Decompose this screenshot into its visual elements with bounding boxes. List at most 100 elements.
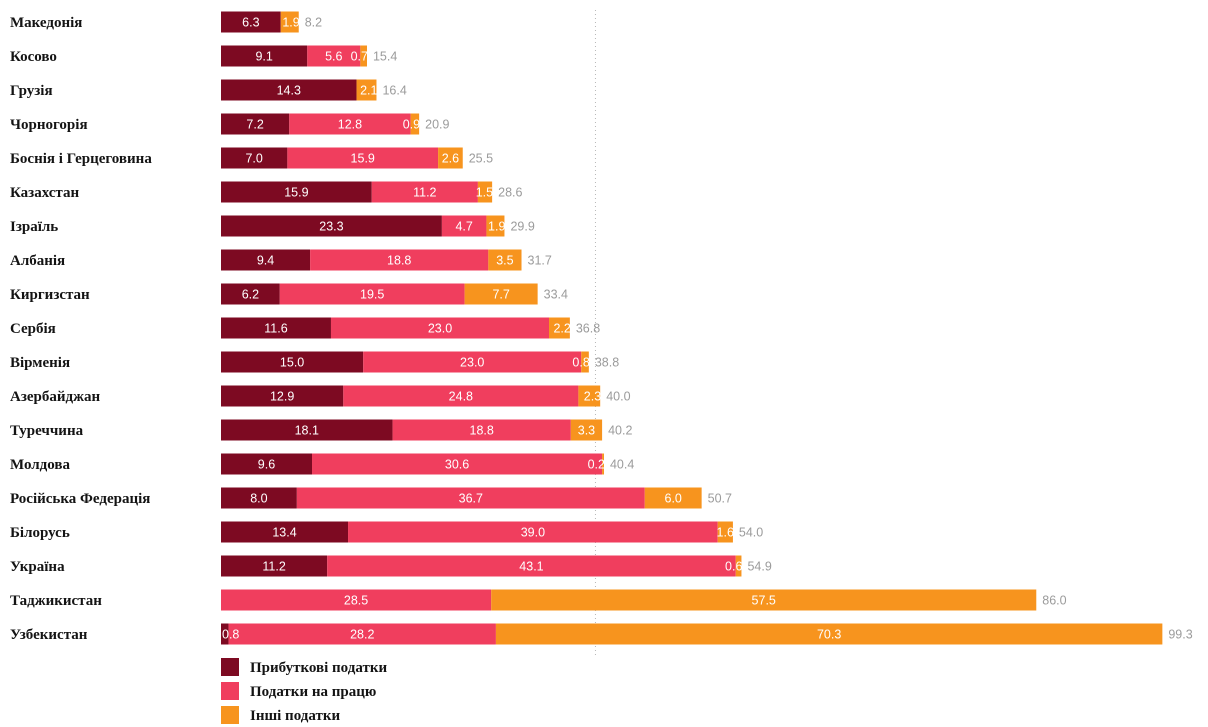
category-label: Чорногорія — [10, 117, 88, 133]
bar-segment-labor-tax — [348, 521, 718, 543]
category-label: Казахстан — [10, 185, 79, 201]
value-label-other-tax: 2.3 — [584, 390, 601, 404]
value-label-labor-tax: 4.7 — [455, 220, 472, 234]
legend-swatch-other-tax — [221, 706, 239, 724]
legend-item-profit-tax: Прибуткові податки — [221, 658, 387, 676]
bar-row: Туреччина 18.1 18.8 3.3 40.2 — [10, 419, 632, 441]
bar-row: Таджикистан 28.5 57.5 86.0 — [10, 589, 1067, 611]
total-label: 28.6 — [498, 186, 522, 200]
bar-row: Грузія 14.3 2.1 16.4 — [10, 79, 407, 101]
value-label-other-tax: 1.9 — [282, 16, 299, 30]
category-label: Білорусь — [10, 525, 70, 541]
bar-row: Сербія 11.6 23.0 2.2 36.8 — [10, 317, 600, 339]
bar-row: Боснія і Герцеговина 7.0 15.9 2.6 25.5 — [10, 147, 493, 169]
total-label: 50.7 — [708, 492, 732, 506]
total-label: 15.4 — [373, 50, 397, 64]
category-label: Молдова — [10, 457, 70, 473]
bar-segment-other-tax — [581, 351, 589, 373]
total-label: 40.0 — [606, 390, 630, 404]
bar-segment-other-tax — [495, 623, 1163, 645]
bar-row: Узбекистан 0.8 28.2 70.3 99.3 — [10, 623, 1193, 645]
legend: Прибуткові податки Податки на працю Інші… — [221, 658, 387, 724]
bar-segment-other-tax — [410, 113, 420, 135]
bar-segment-profit-tax — [221, 453, 313, 475]
bar-row: Казахстан 15.9 11.2 1.5 28.6 — [10, 181, 523, 203]
bar-segment-labor-tax — [221, 589, 492, 611]
bar-segment-labor-tax — [228, 623, 496, 645]
category-label: Україна — [10, 559, 65, 575]
value-label-labor-tax: 23.0 — [428, 322, 452, 336]
bar-segment-profit-tax — [221, 283, 280, 305]
value-label-profit-tax: 9.4 — [257, 254, 274, 268]
value-label-profit-tax: 9.1 — [255, 50, 272, 64]
bar-segment-other-tax — [602, 453, 604, 475]
value-label-profit-tax: 23.3 — [319, 220, 343, 234]
value-label-labor-tax: 5.6 — [325, 50, 342, 64]
bar-segment-profit-tax — [221, 11, 281, 33]
bar-segment-labor-tax — [279, 283, 465, 305]
category-label: Вірменія — [10, 355, 70, 371]
value-label-profit-tax: 0.8 — [222, 628, 239, 642]
total-label: 54.0 — [739, 526, 763, 540]
bar-segment-labor-tax — [307, 45, 361, 67]
category-label: Грузія — [10, 83, 53, 99]
value-label-other-tax: 70.3 — [817, 628, 841, 642]
value-label-labor-tax: 12.8 — [338, 118, 362, 132]
bar-segment-other-tax — [717, 521, 733, 543]
category-label: Киргизстан — [10, 287, 90, 303]
value-label-profit-tax: 12.9 — [270, 390, 294, 404]
bar-segment-other-tax — [280, 11, 299, 33]
bar-segment-other-tax — [360, 45, 367, 67]
total-label: 54.9 — [747, 560, 771, 574]
bar-row: Чорногорія 7.2 12.8 0.9 20.9 — [10, 113, 450, 135]
bar-segment-labor-tax — [441, 215, 487, 237]
value-label-other-tax: 0.7 — [351, 50, 368, 64]
value-label-labor-tax: 28.2 — [350, 628, 374, 642]
total-label: 36.8 — [576, 322, 600, 336]
bar-row: Вірменія 15.0 23.0 0.8 38.8 — [10, 351, 619, 373]
legend-swatch-labor-tax — [221, 682, 239, 700]
bar-segment-labor-tax — [289, 113, 411, 135]
total-label: 99.3 — [1168, 628, 1192, 642]
total-label: 31.7 — [528, 254, 552, 268]
bar-segment-profit-tax — [221, 351, 364, 373]
bar-segment-profit-tax — [221, 623, 229, 645]
category-label: Косово — [10, 49, 57, 65]
value-label-other-tax: 2.1 — [360, 84, 377, 98]
category-label: Албанія — [10, 253, 65, 269]
category-label: Азербайджан — [10, 389, 100, 405]
value-label-labor-tax: 18.8 — [470, 424, 494, 438]
value-label-profit-tax: 7.2 — [246, 118, 263, 132]
bar-segment-labor-tax — [327, 555, 736, 577]
value-label-labor-tax: 19.5 — [360, 288, 384, 302]
bar-segment-profit-tax — [221, 45, 308, 67]
bar-segment-profit-tax — [221, 385, 344, 407]
bar-row: Україна 11.2 43.1 0.6 54.9 — [10, 555, 772, 577]
value-label-other-tax: 57.5 — [752, 594, 776, 608]
bar-segment-profit-tax — [221, 249, 311, 271]
bar-segment-profit-tax — [221, 487, 297, 509]
bar-row: Російська Федерація 8.0 36.7 6.0 50.7 — [10, 487, 732, 509]
value-label-other-tax: 0.6 — [725, 560, 742, 574]
bar-segment-other-tax — [644, 487, 702, 509]
value-label-profit-tax: 14.3 — [277, 84, 301, 98]
bar-segment-other-tax — [735, 555, 742, 577]
bar-segment-profit-tax — [221, 215, 442, 237]
bar-segment-other-tax — [491, 589, 1037, 611]
total-label: 29.9 — [510, 220, 534, 234]
legend-label-other-tax: Інші податки — [250, 708, 340, 724]
bar-segment-profit-tax — [221, 181, 372, 203]
bar-segment-profit-tax — [221, 317, 331, 339]
value-label-other-tax: 2.6 — [442, 152, 459, 166]
value-label-profit-tax: 15.0 — [280, 356, 304, 370]
bar-segment-labor-tax — [287, 147, 439, 169]
bar-segment-labor-tax — [312, 453, 603, 475]
bars-layer: Македонія 6.3 1.9 8.2 Косово 9.1 5.6 0.7 15.4 Гру… — [10, 11, 1193, 645]
category-label: Туреччина — [10, 423, 84, 439]
bar-row: Косово 9.1 5.6 0.7 15.4 — [10, 45, 397, 67]
value-label-other-tax: 6.0 — [665, 492, 682, 506]
legend-item-labor-tax: Податки на працю — [221, 682, 376, 700]
value-label-profit-tax: 7.0 — [245, 152, 262, 166]
value-label-labor-tax: 36.7 — [459, 492, 483, 506]
bar-segment-other-tax — [578, 385, 601, 407]
